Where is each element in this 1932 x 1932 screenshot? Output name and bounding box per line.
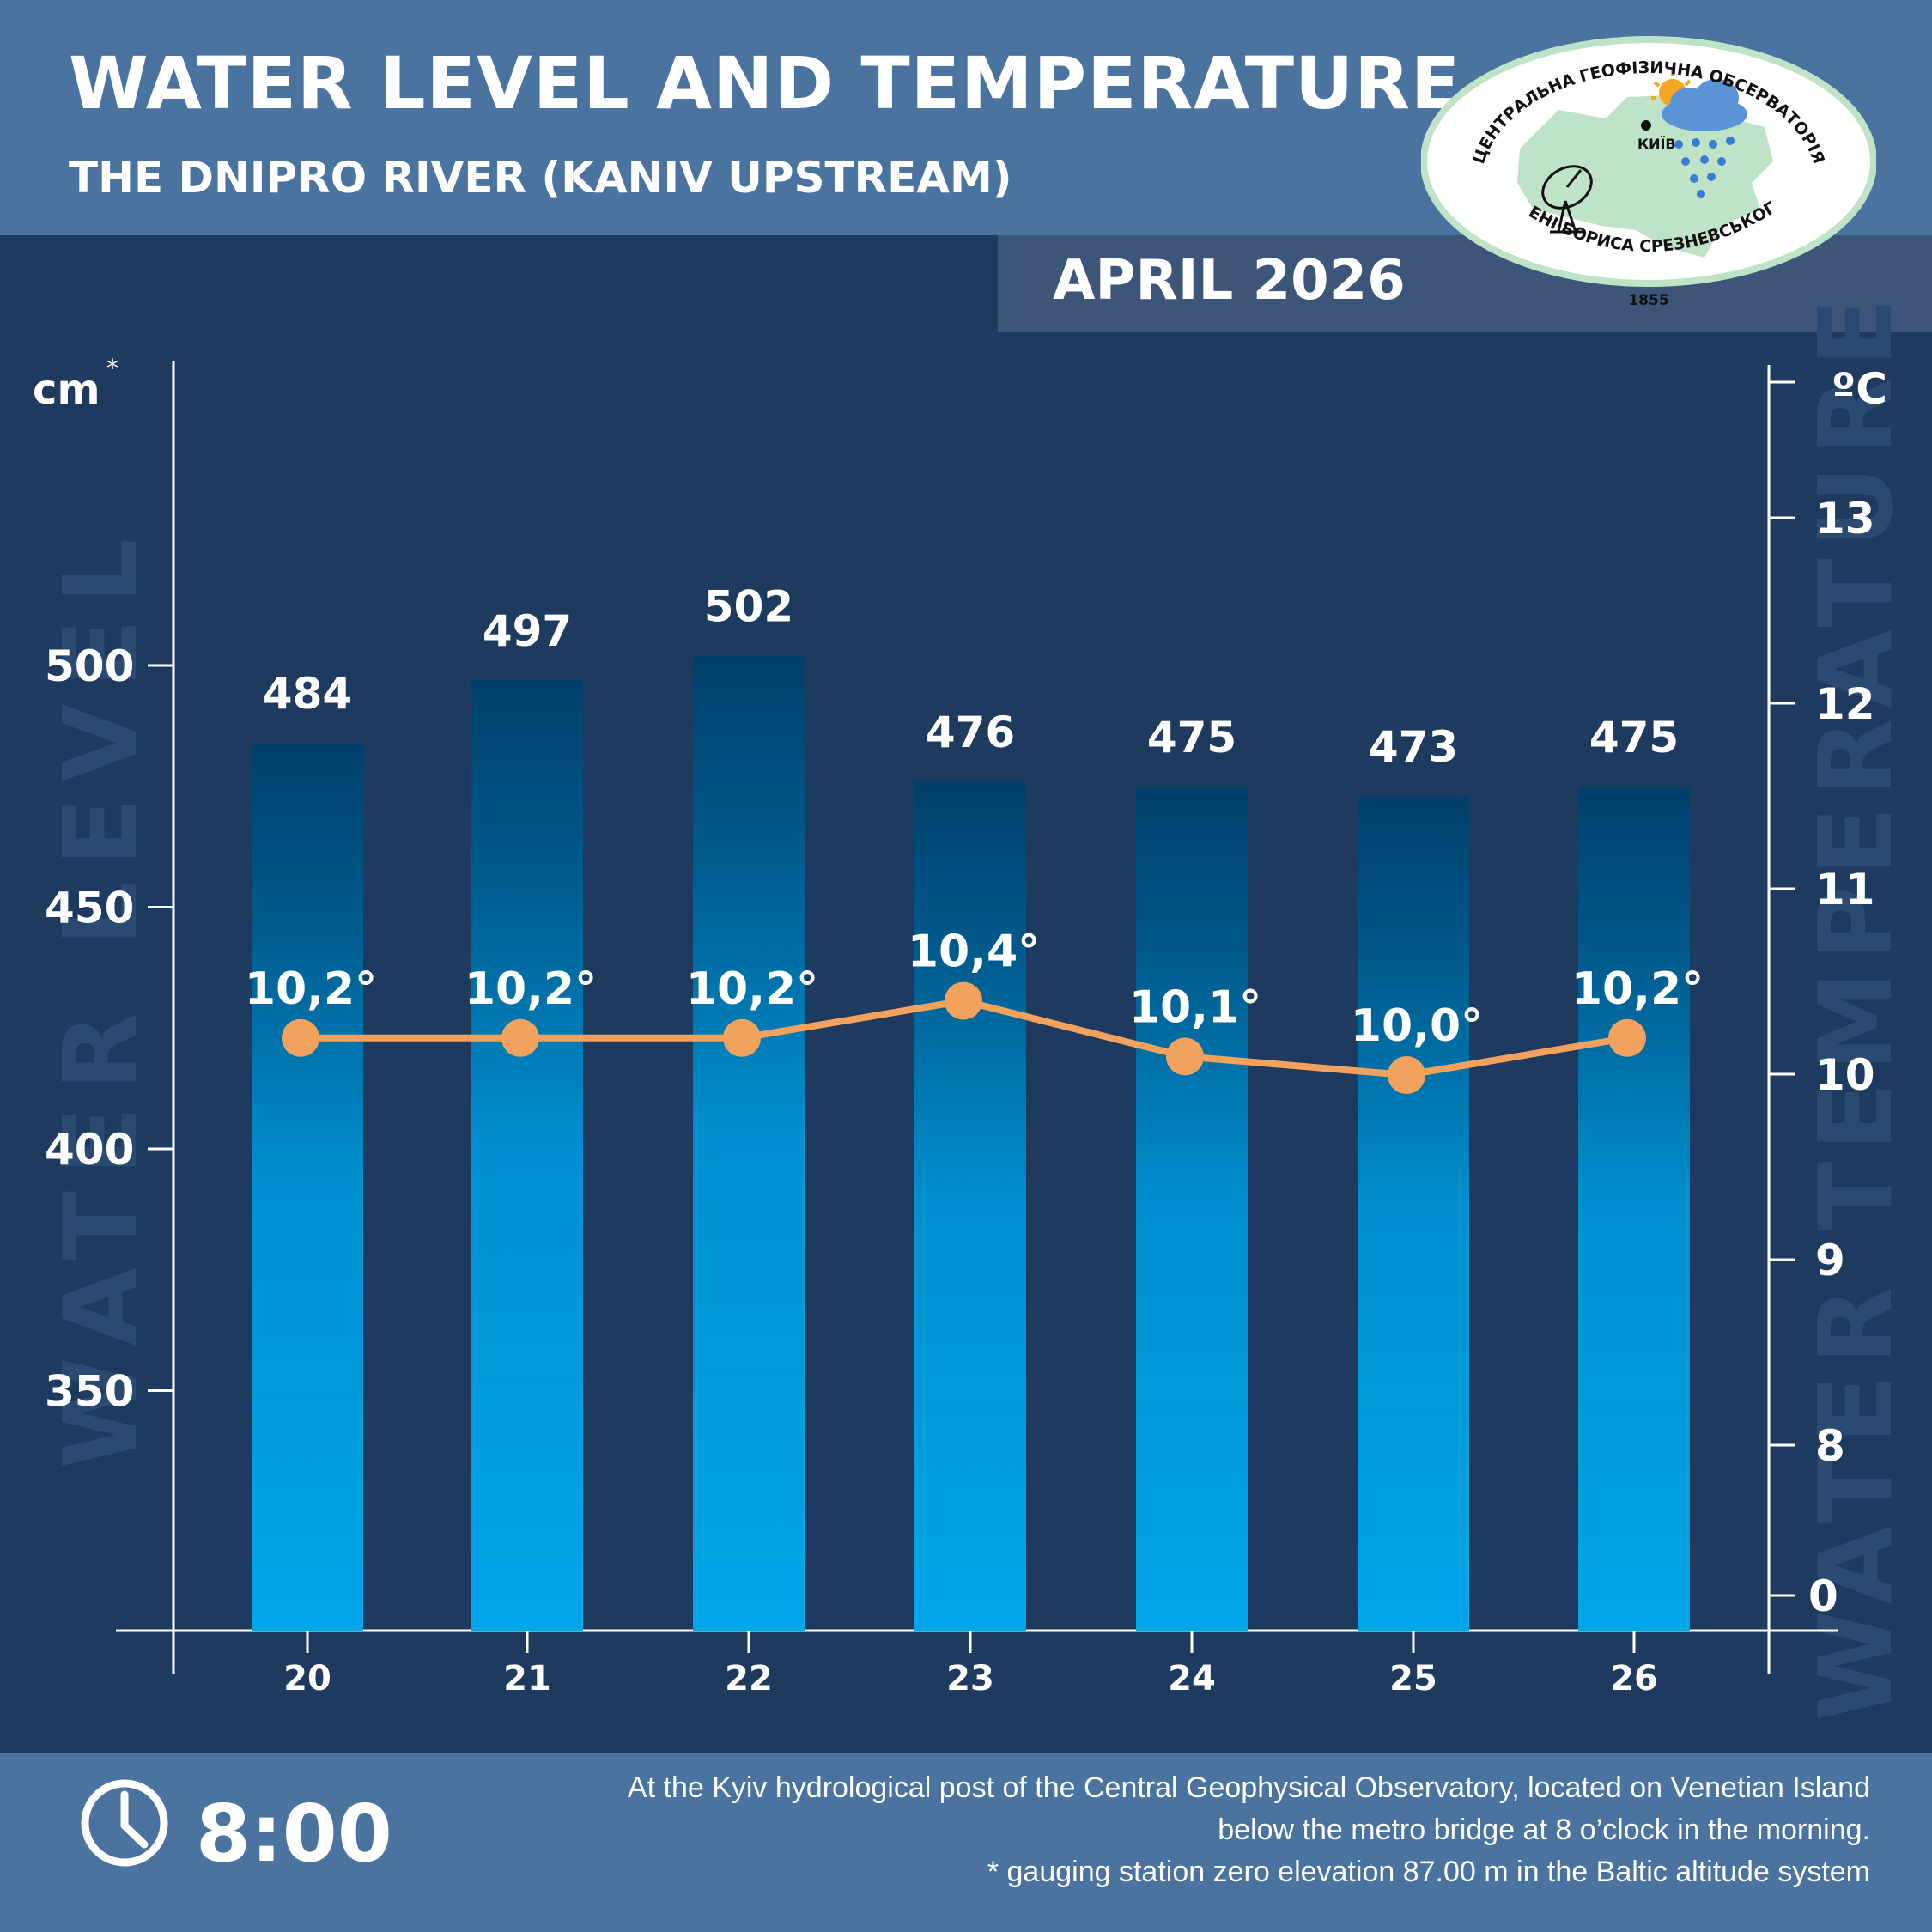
temperature-value-label: 10,4°	[908, 927, 1040, 978]
water-level-bar	[693, 655, 805, 1631]
right-axis-tick-label: 13	[1815, 494, 1875, 544]
observation-time: 8:00	[196, 1788, 392, 1880]
chart-title: WATER LEVEL AND TEMPERATURE	[69, 41, 1461, 125]
x-axis-tick-label: 23	[946, 1659, 994, 1698]
right-axis-tick-label: 12	[1815, 679, 1875, 729]
right-axis-unit: ºC	[1832, 364, 1887, 414]
right-axis-tick-label: 11	[1815, 865, 1875, 914]
footer-note-line1: At the Kyiv hydrological post of the Cen…	[627, 1771, 1870, 1804]
water-level-bar	[914, 781, 1026, 1631]
temperature-value-label: 10,2°	[245, 963, 377, 1015]
right-axis-tick-label: 8	[1815, 1421, 1845, 1471]
temperature-point	[1166, 1037, 1204, 1076]
footer-note-line2: below the metro bridge at 8 o’clock in t…	[1218, 1814, 1870, 1846]
left-axis-tick-label: 350	[45, 1367, 134, 1417]
watermark-water-level: WATER LEVEL	[41, 524, 160, 1469]
watermark-water-temperature: WATER TEMPERATURE	[1796, 288, 1915, 1722]
ukraine-map-icon	[1517, 94, 1773, 258]
temperature-value-label: 10,2°	[1571, 963, 1704, 1015]
water-level-value-label: 475	[1147, 713, 1236, 762]
cloud-icon	[1662, 79, 1747, 131]
x-axis-tick-label: 25	[1389, 1659, 1437, 1698]
water-level-value-label: 473	[1369, 722, 1458, 772]
observatory-logo: КИЇВ ЦЕНТРАЛЬНА ГЕОФІЗИЧНА ОБСЕРВАТОРІЯ …	[1421, 33, 1876, 309]
water-level-value-label: 497	[483, 606, 572, 656]
radar-dish-icon	[1541, 165, 1593, 234]
month-label: APRIL 2026	[1053, 249, 1406, 313]
water-level-bar	[1578, 786, 1690, 1631]
temperature-value-label: 10,2°	[686, 963, 818, 1015]
rain-drops-icon	[1674, 137, 1735, 198]
x-axis-tick-label: 26	[1610, 1659, 1658, 1698]
x-axis-tick-label: 22	[725, 1659, 773, 1698]
water-level-value-label: 484	[263, 669, 352, 719]
temperature-point	[1608, 1018, 1646, 1057]
temperature-point	[282, 1018, 319, 1057]
right-axis-tick-label: 10	[1815, 1050, 1875, 1100]
clock-icon	[81, 1779, 168, 1867]
water-level-bar	[1136, 786, 1248, 1631]
temperature-value-label: 10,2°	[465, 963, 597, 1015]
left-axis-tick-label: 500	[45, 641, 134, 691]
water-level-bar	[471, 679, 583, 1631]
water-level-value-label: 502	[704, 582, 793, 632]
x-axis-tick-label: 21	[503, 1659, 551, 1698]
logo-year: 1855	[1628, 292, 1668, 309]
x-axis-tick-label: 20	[283, 1659, 331, 1698]
water-level-bar	[1358, 796, 1469, 1631]
water-level-bar	[252, 743, 363, 1631]
logo-city: КИЇВ	[1637, 136, 1676, 152]
right-axis-tick-label: 0	[1808, 1571, 1838, 1621]
temperature-point	[1388, 1056, 1425, 1094]
water-level-value-label: 475	[1589, 713, 1679, 762]
left-axis-tick-label: 450	[45, 884, 134, 933]
left-axis-unit: cm	[33, 366, 100, 414]
temperature-value-label: 10,1°	[1129, 981, 1261, 1033]
footer-note-line3: * gauging station zero elevation 87.00 m…	[987, 1856, 1870, 1888]
right-axis-tick-label: 9	[1815, 1236, 1845, 1285]
left-axis-tick-label: 400	[45, 1125, 134, 1175]
x-axis-tick-label: 24	[1168, 1659, 1216, 1698]
footer-banner	[0, 1753, 1932, 1932]
temperature-value-label: 10,0°	[1351, 1000, 1483, 1052]
kyiv-marker-icon	[1641, 120, 1651, 131]
chart-subtitle: THE DNIPRO RIVER (KANIV UPSTREAM)	[69, 153, 1012, 203]
temperature-point	[945, 981, 982, 1020]
temperature-point	[501, 1018, 539, 1057]
left-axis-unit-mark: *	[106, 354, 118, 382]
water-level-value-label: 476	[926, 708, 1015, 757]
temperature-point	[723, 1018, 761, 1057]
